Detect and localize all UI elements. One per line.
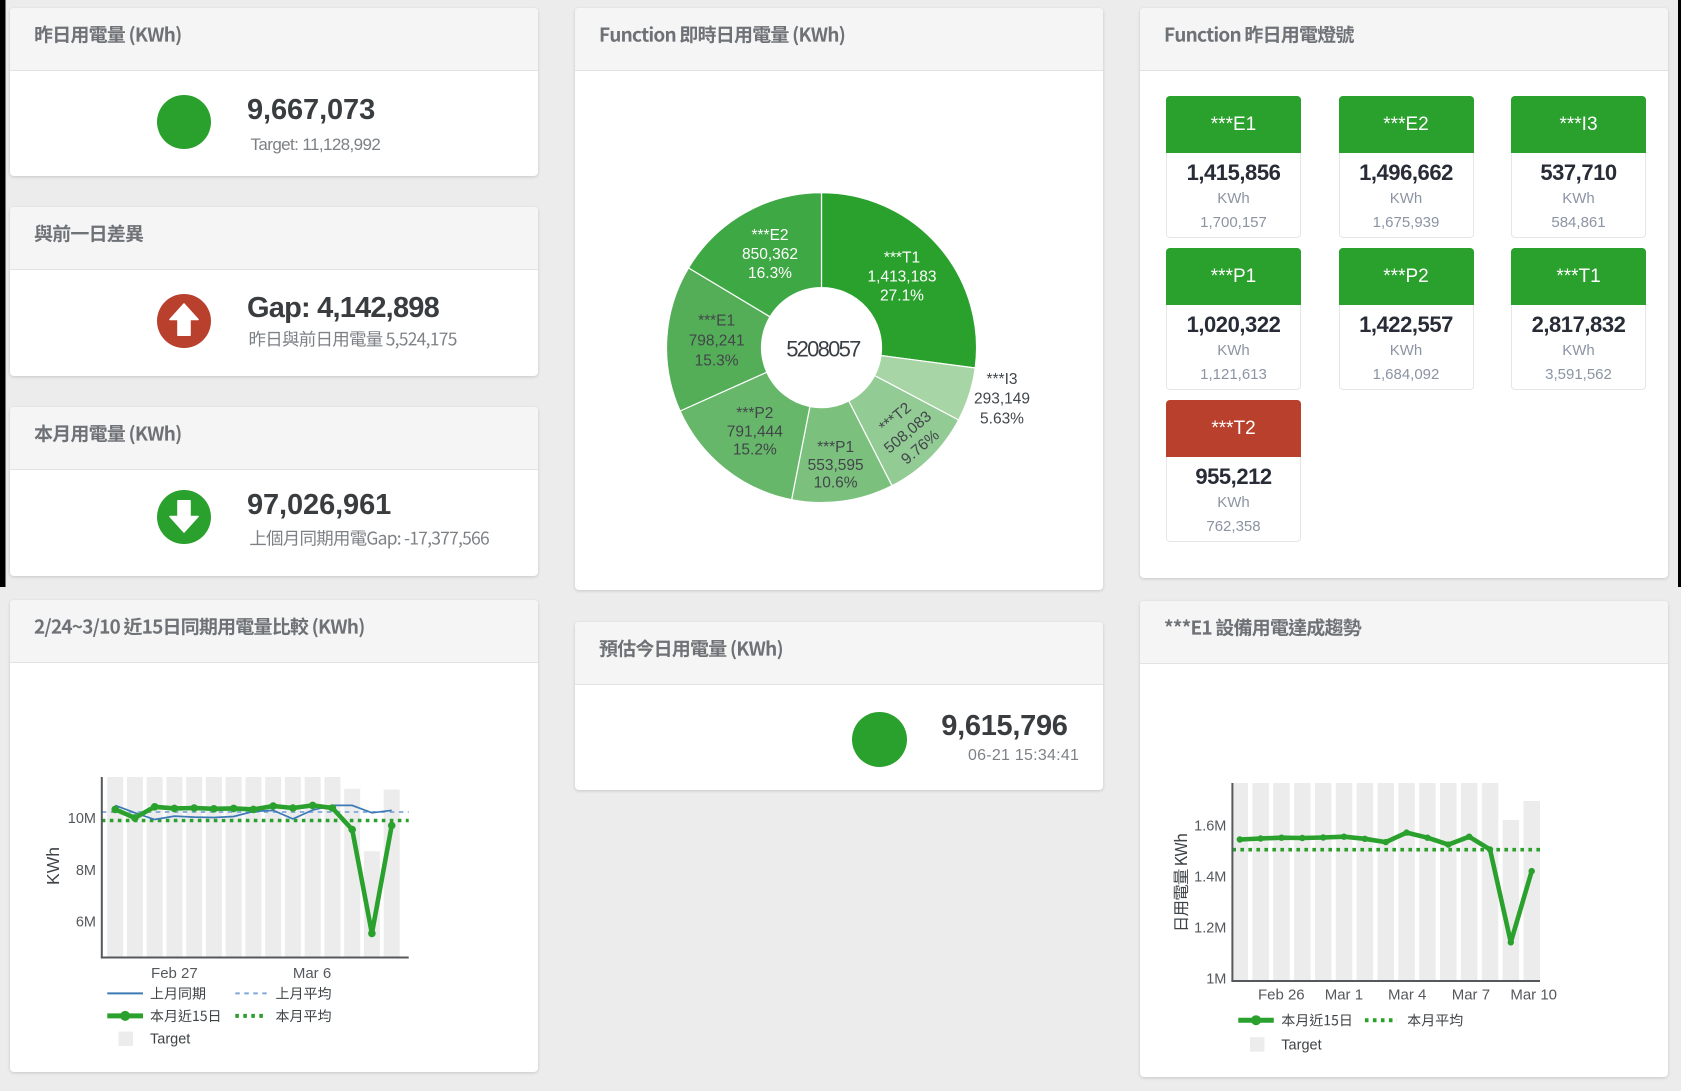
svg-text:791,444: 791,444 — [727, 424, 783, 441]
svg-text:1.2M: 1.2M — [1194, 921, 1226, 937]
svg-text:5208057: 5208057 — [786, 336, 861, 361]
svg-text:***P1: ***P1 — [817, 439, 854, 456]
svg-text:***P2: ***P2 — [736, 405, 773, 422]
svg-text:27.1%: 27.1% — [880, 288, 924, 305]
svg-text:Feb 26: Feb 26 — [1258, 987, 1305, 1004]
svg-text:Target: Target — [150, 1032, 190, 1048]
svg-text:5.63%: 5.63% — [980, 411, 1024, 428]
svg-text:Target: Target — [1281, 1037, 1321, 1053]
svg-text:798,241: 798,241 — [689, 333, 745, 350]
svg-text:553,595: 553,595 — [808, 457, 864, 474]
svg-text:***I3: ***I3 — [986, 371, 1017, 388]
svg-text:15.3%: 15.3% — [695, 352, 739, 369]
svg-text:293,149: 293,149 — [974, 391, 1030, 408]
svg-text:16.3%: 16.3% — [748, 265, 792, 282]
svg-text:10M: 10M — [68, 811, 96, 827]
svg-text:6M: 6M — [76, 915, 96, 931]
svg-text:Mar 4: Mar 4 — [1388, 987, 1426, 1004]
svg-text:Mar 10: Mar 10 — [1510, 987, 1557, 1004]
svg-text:Feb 27: Feb 27 — [151, 965, 198, 982]
svg-text:KWh: KWh — [43, 847, 63, 885]
svg-text:***E2: ***E2 — [751, 227, 788, 244]
svg-text:Mar 7: Mar 7 — [1452, 987, 1490, 1004]
svg-text:15.2%: 15.2% — [733, 442, 777, 459]
svg-text:Mar 6: Mar 6 — [293, 965, 331, 982]
svg-text:8M: 8M — [76, 863, 96, 879]
svg-text:***E1: ***E1 — [698, 312, 735, 329]
svg-text:***T1: ***T1 — [884, 250, 920, 267]
svg-text:850,362: 850,362 — [742, 246, 798, 263]
svg-text:10.6%: 10.6% — [814, 475, 858, 492]
svg-text:1.6M: 1.6M — [1194, 819, 1226, 835]
svg-text:1M: 1M — [1206, 972, 1226, 988]
svg-text:1.4M: 1.4M — [1194, 870, 1226, 886]
svg-text:Mar 1: Mar 1 — [1325, 987, 1363, 1004]
svg-text:1,413,183: 1,413,183 — [868, 269, 937, 286]
